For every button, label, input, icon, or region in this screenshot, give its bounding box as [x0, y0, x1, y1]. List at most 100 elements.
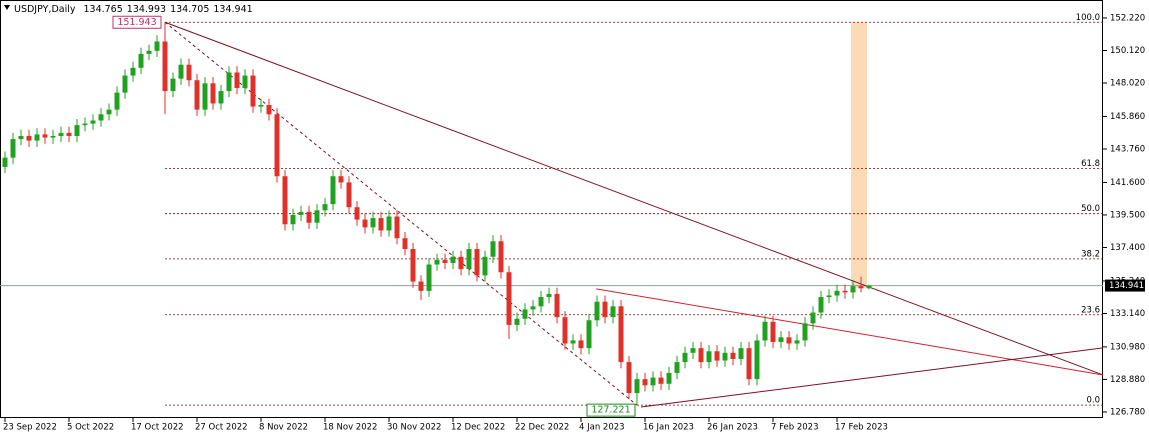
candle-body [578, 340, 584, 349]
candle-body [58, 132, 64, 136]
candle-body [186, 64, 192, 81]
price-label-text: 151.943 [117, 17, 156, 28]
candle-body [554, 293, 560, 318]
candle-body [650, 377, 656, 386]
candle-body [666, 372, 672, 384]
x-tick-label: 16 Jan 2023 [643, 423, 694, 433]
candle-body [690, 348, 696, 353]
candle-body [530, 306, 536, 310]
candle-body [98, 114, 104, 121]
candle-body [626, 362, 632, 394]
candle-body [354, 207, 360, 220]
candle-body [570, 340, 576, 344]
y-tick-label: 150.120 [1110, 46, 1145, 56]
candle-body [426, 264, 432, 291]
candle-body [794, 340, 800, 344]
candle-body [234, 72, 240, 88]
price-label: 127.221 [586, 403, 636, 417]
candle-body [42, 134, 48, 138]
candle-body [210, 83, 216, 104]
x-tick-label: 26 Jan 2023 [707, 423, 758, 433]
y-tick-label: 128.880 [1110, 375, 1145, 385]
candle-body [178, 64, 184, 79]
candle-body [618, 306, 624, 363]
x-tick-label: 17 Oct 2022 [131, 423, 184, 433]
candle-body [522, 309, 528, 319]
candle-body [714, 351, 720, 361]
candle-body [474, 249, 480, 276]
candle-body [106, 109, 112, 115]
candle-body [490, 241, 496, 257]
y-tick-label: 143.760 [1110, 144, 1145, 154]
price-label-box [112, 15, 162, 29]
candle-body [842, 290, 848, 293]
y-tick-label: 130.980 [1110, 342, 1145, 352]
candle-body [866, 285, 872, 289]
candle-body [674, 362, 680, 373]
fib-level-label: 50.0 [1081, 204, 1100, 214]
candle-body [402, 238, 408, 250]
y-tick-label: 139.500 [1110, 210, 1145, 220]
candle-body [482, 256, 488, 276]
candle-body [330, 176, 336, 205]
fib-level-label: 61.8 [1081, 159, 1100, 169]
candle-body [90, 120, 96, 124]
candle-body [770, 321, 776, 342]
candle-body [602, 301, 608, 318]
candle-body [818, 297, 824, 313]
plot-frame [0, 0, 1103, 418]
candle-body [458, 256, 464, 270]
candle-body [730, 352, 736, 359]
symbol-menu-arrow[interactable] [4, 5, 10, 10]
x-tick-label: 7 Feb 2023 [771, 423, 819, 433]
candle-body [122, 75, 128, 93]
candle-body [786, 337, 792, 344]
candle-body [778, 337, 784, 342]
candle-body [706, 351, 712, 363]
x-tick-label: 22 Dec 2022 [515, 423, 569, 433]
candle-body [682, 352, 688, 363]
candle-body [826, 295, 832, 298]
trendline [596, 288, 1104, 376]
fib-level-label: 100.0 [1076, 13, 1100, 23]
price-label-box [586, 403, 636, 417]
candle-body [746, 348, 752, 380]
y-tick-label: 141.600 [1110, 178, 1145, 188]
candle-body [82, 123, 88, 126]
candle-body [506, 272, 512, 325]
candle-body [146, 50, 152, 54]
candle-body [418, 281, 424, 291]
candle-body [562, 317, 568, 344]
candle-body [2, 157, 8, 167]
candle-body [10, 139, 16, 158]
x-tick-label: 27 Oct 2022 [195, 423, 248, 433]
candle-body [738, 348, 744, 359]
price-label-text: 127.221 [591, 405, 630, 416]
x-tick-label: 18 Nov 2022 [323, 423, 377, 433]
candle-body [282, 176, 288, 225]
candle-body [634, 379, 640, 394]
candle-body [266, 105, 272, 115]
candle-body [202, 83, 208, 110]
candle-body [138, 53, 144, 68]
candle-body [450, 256, 456, 263]
x-tick-label: 23 Sep 2022 [3, 423, 57, 433]
candle-body [130, 67, 136, 76]
fib-level-label: 38.2 [1081, 249, 1100, 259]
chart-header: USDJPY,Daily 134.765 134.993 134.705 134.941 [14, 4, 253, 15]
candle-body [338, 176, 344, 183]
candle-body [434, 259, 440, 265]
candle-body [642, 379, 648, 386]
candle-body [218, 91, 224, 104]
candle-body [762, 321, 768, 341]
candle-body [242, 75, 248, 88]
trendline [640, 347, 1104, 408]
candle-body [802, 323, 808, 341]
candle-body [498, 241, 504, 273]
fib-level-label: 0.0 [1086, 396, 1100, 406]
candle-body [754, 340, 760, 380]
candle-body [442, 259, 448, 263]
candle-body [698, 348, 704, 363]
candle-body [810, 312, 816, 324]
